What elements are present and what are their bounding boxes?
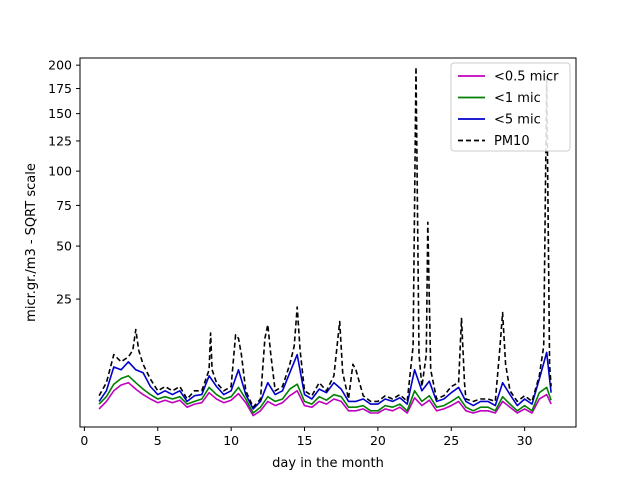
y-tick-label: 50 — [56, 239, 72, 254]
x-tick-label: 10 — [223, 433, 239, 448]
y-tick-label: 150 — [48, 106, 72, 121]
y-axis-label: micr.gr./m3 - SQRT scale — [24, 163, 39, 322]
y-tick-label: 200 — [48, 58, 72, 73]
x-tick-label: 20 — [370, 433, 386, 448]
x-tick-label: 5 — [154, 433, 162, 448]
x-tick-label: 25 — [443, 433, 459, 448]
plot-frame — [79, 57, 577, 428]
plot-lines — [98, 66, 552, 417]
x-axis-ticks: 0 5 10 15 20 25 30 — [80, 427, 533, 448]
series-line-2 — [98, 375, 552, 414]
x-axis-label: day in the month — [272, 456, 384, 471]
legend-label-4: PM10 — [494, 134, 530, 149]
y-axis-ticks: 25 50 75 100 125 150 175 200 — [48, 58, 80, 307]
y-tick-label: 25 — [56, 292, 72, 307]
legend-label-1: <0.5 micr — [494, 70, 559, 85]
y-tick-label: 100 — [48, 164, 72, 179]
x-tick-label: 0 — [80, 433, 88, 448]
legend-label-3: <5 mic — [494, 113, 541, 128]
legend: <0.5 micr <1 mic <5 mic PM10 — [450, 62, 571, 152]
x-tick-label: 15 — [297, 433, 313, 448]
y-tick-label: 125 — [48, 133, 72, 148]
legend-box — [450, 62, 571, 152]
series-line-1 — [98, 381, 552, 417]
series-line-3 — [98, 351, 552, 410]
y-tick-label: 75 — [56, 198, 72, 213]
series-line-4 — [98, 66, 552, 408]
x-tick-label: 30 — [517, 433, 533, 448]
legend-label-2: <1 mic — [494, 91, 541, 106]
y-tick-label: 175 — [48, 81, 72, 96]
